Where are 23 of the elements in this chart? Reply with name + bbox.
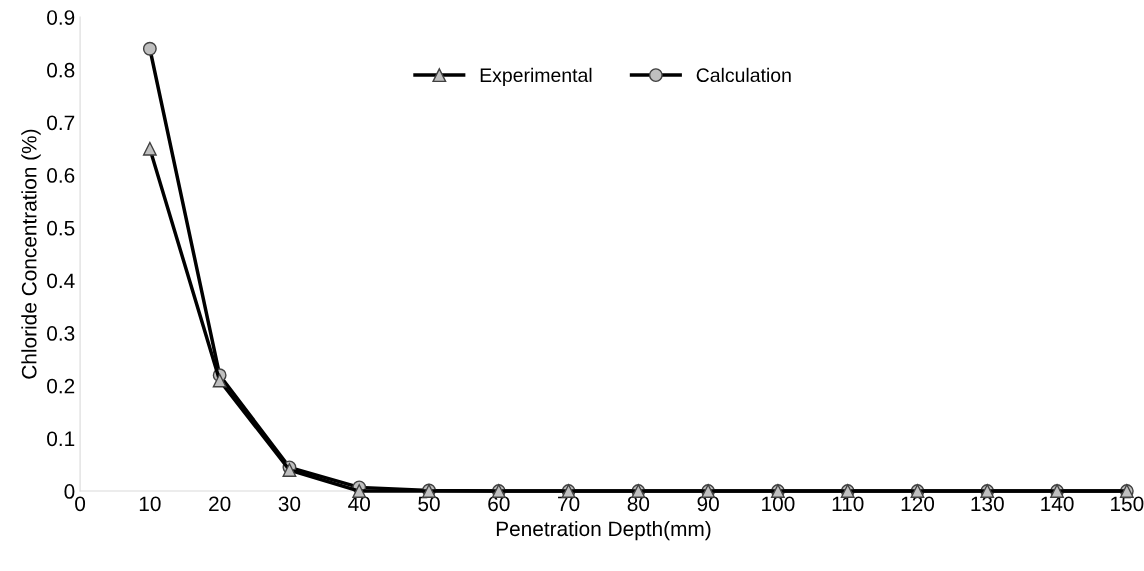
y-axis-title: Chloride Concentration (%) xyxy=(21,129,41,379)
y-tick-label: 0.9 xyxy=(47,10,75,25)
x-tick-label: 10 xyxy=(139,496,161,512)
y-tick-label: 0.8 xyxy=(47,62,75,78)
x-axis-title: Penetration Depth(mm) xyxy=(496,520,711,541)
x-tick-label: 0 xyxy=(75,496,86,512)
y-tick-label: 0.3 xyxy=(47,326,75,341)
y-tick-label: 0.1 xyxy=(47,431,75,447)
legend-label: Calculation xyxy=(696,67,791,83)
x-tick-label: 110 xyxy=(832,496,864,512)
y-tick-label: 0.2 xyxy=(47,378,75,394)
y-tick-label: 0.5 xyxy=(47,220,75,236)
y-tick-label: 0.7 xyxy=(47,115,75,131)
x-tick-label: 30 xyxy=(278,496,301,512)
x-tick-label: 20 xyxy=(209,496,231,512)
x-tick-label: 140 xyxy=(1041,496,1074,512)
x-tick-label: 100 xyxy=(762,496,795,512)
y-tick-label: 0 xyxy=(64,484,75,499)
x-tick-label: 130 xyxy=(971,496,1004,512)
x-tick-label: 120 xyxy=(901,496,935,512)
y-tick-label: 0.4 xyxy=(47,273,75,289)
legend-label: Experimental xyxy=(480,67,592,86)
y-tick-label: 0.6 xyxy=(47,168,75,183)
